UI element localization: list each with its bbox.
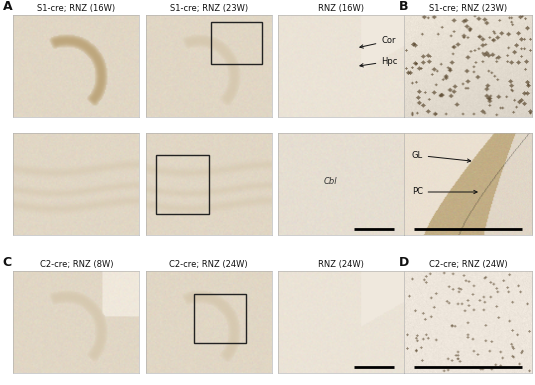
- Text: Cor: Cor: [360, 37, 396, 48]
- Bar: [156, 155, 209, 214]
- Text: GL: GL: [411, 151, 471, 162]
- Text: PC: PC: [411, 187, 477, 196]
- Text: S1-cre; RNZ (23W): S1-cre; RNZ (23W): [429, 5, 507, 13]
- Text: C2-cre; RNZ (8W): C2-cre; RNZ (8W): [40, 261, 113, 270]
- Text: C2-cre; RNZ (24W): C2-cre; RNZ (24W): [170, 261, 248, 270]
- Text: C: C: [3, 256, 12, 270]
- Bar: [194, 294, 247, 343]
- Text: S1-cre; RNZ (23W): S1-cre; RNZ (23W): [170, 5, 248, 13]
- Text: A: A: [3, 0, 12, 13]
- Text: S1-cre; RNZ (16W): S1-cre; RNZ (16W): [37, 5, 116, 13]
- Text: RNZ (24W): RNZ (24W): [318, 261, 364, 270]
- Text: RNZ (16W): RNZ (16W): [318, 5, 364, 13]
- Text: D: D: [399, 256, 409, 270]
- Text: C2-cre; RNZ (24W): C2-cre; RNZ (24W): [429, 261, 507, 270]
- Bar: [211, 22, 262, 64]
- Text: B: B: [399, 0, 408, 13]
- Text: Hpc: Hpc: [360, 57, 398, 67]
- Text: Cbl: Cbl: [324, 177, 338, 186]
